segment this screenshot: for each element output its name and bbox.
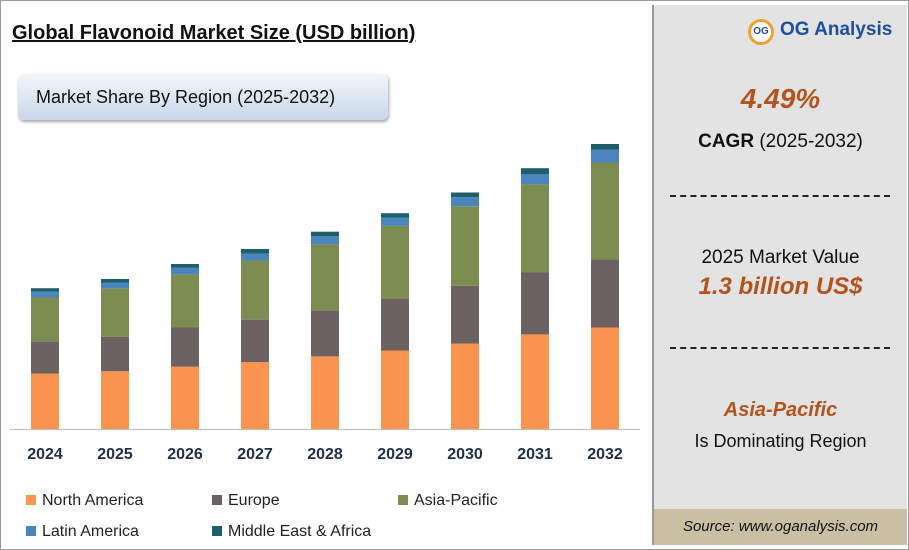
bar-segment-europe-2028[interactable]	[311, 310, 339, 357]
bar-segment-europe-2025[interactable]	[101, 336, 129, 372]
legend-swatch-latin-america	[26, 526, 36, 536]
x-tick-label-2024: 2024	[27, 446, 63, 463]
bar-segment-asia-pacific-2031[interactable]	[521, 184, 549, 273]
cagr-value: 4.49%	[740, 83, 821, 114]
bar-segment-north-america-2032[interactable]	[591, 327, 619, 430]
dominating-region: Asia-Pacific	[723, 399, 838, 421]
bar-segment-latin-america-2030[interactable]	[451, 197, 479, 207]
cagr-label-text: CAGR	[698, 131, 755, 152]
summary-panel: OG OG Analysis 4.49% CAGR (2025-2032) 20…	[652, 5, 907, 545]
bar-segment-north-america-2031[interactable]	[521, 334, 549, 429]
bar-segment-europe-2026[interactable]	[171, 327, 199, 367]
legend-swatch-north-america	[26, 495, 36, 505]
bar-segment-latin-america-2024[interactable]	[31, 291, 59, 298]
bar-segment-north-america-2025[interactable]	[101, 371, 129, 429]
legend-swatch-asia-pacific	[398, 495, 408, 505]
bar-segment-europe-2032[interactable]	[591, 259, 619, 328]
legend-middle-east-africa: Middle East & Africa	[212, 523, 371, 541]
logo-icon: OG	[748, 19, 774, 45]
bar-segment-asia-pacific-2030[interactable]	[451, 206, 479, 286]
divider-top	[670, 195, 890, 197]
bar-segment-north-america-2027[interactable]	[241, 362, 269, 429]
market-value: 1.3 billion US$	[698, 273, 863, 300]
bar-segment-asia-pacific-2032[interactable]	[591, 162, 619, 260]
bar-segment-middle-east-africa-2026[interactable]	[171, 264, 199, 268]
x-tick-label-2028: 2028	[307, 446, 343, 463]
bar-segment-middle-east-africa-2025[interactable]	[101, 279, 129, 283]
legend-label-asia-pacific: Asia-Pacific	[414, 492, 498, 509]
bar-segment-latin-america-2032[interactable]	[591, 149, 619, 163]
bar-segment-latin-america-2029[interactable]	[381, 217, 409, 226]
bar-segment-europe-2031[interactable]	[521, 272, 549, 335]
x-tick-label-2025: 2025	[97, 446, 133, 463]
legend-latin-america: Latin America	[26, 523, 139, 541]
bar-segment-middle-east-africa-2030[interactable]	[451, 192, 479, 198]
bar-segment-asia-pacific-2029[interactable]	[381, 225, 409, 299]
bar-segment-asia-pacific-2027[interactable]	[241, 260, 269, 320]
bar-segment-north-america-2030[interactable]	[451, 343, 479, 429]
legend-north-america: North America	[26, 492, 143, 510]
legend-swatch-middle-east-africa	[212, 526, 222, 536]
bar-segment-middle-east-africa-2031[interactable]	[521, 168, 549, 174]
bar-segment-latin-america-2026[interactable]	[171, 267, 199, 275]
legend-asia-pacific: Asia-Pacific	[398, 492, 498, 510]
dominating-region-label: Is Dominating Region	[694, 431, 867, 451]
bar-segment-middle-east-africa-2032[interactable]	[591, 144, 619, 150]
bar-segment-asia-pacific-2028[interactable]	[311, 244, 339, 311]
bar-segment-asia-pacific-2026[interactable]	[171, 274, 199, 328]
legend-label-europe: Europe	[228, 492, 280, 509]
bar-segment-middle-east-africa-2024[interactable]	[31, 288, 59, 292]
bar-segment-asia-pacific-2025[interactable]	[101, 288, 129, 337]
x-tick-label-2027: 2027	[237, 446, 273, 463]
chart-title: Global Flavonoid Market Size (USD billio…	[12, 22, 416, 44]
bar-segment-europe-2029[interactable]	[381, 298, 409, 351]
bar-segment-europe-2024[interactable]	[31, 341, 59, 374]
bar-segment-north-america-2028[interactable]	[311, 356, 339, 429]
chart-subtitle: Market Share By Region (2025-2032)	[18, 74, 388, 120]
bar-segment-latin-america-2028[interactable]	[311, 236, 339, 245]
bar-segment-europe-2030[interactable]	[451, 285, 479, 344]
divider-bottom	[670, 347, 890, 349]
market-value-label: 2025 Market Value	[701, 247, 860, 268]
cagr-period: (2025-2032)	[759, 131, 863, 152]
x-tick-label-2032: 2032	[587, 446, 623, 463]
logo-text: OG Analysis	[780, 19, 893, 40]
stacked-bar-chart: 2024 2025 2026 2027 2028 2029 2030 2031 2032	[10, 144, 640, 463]
bar-segment-north-america-2029[interactable]	[381, 350, 409, 430]
bar-segment-middle-east-africa-2028[interactable]	[311, 231, 339, 237]
bar-segment-latin-america-2025[interactable]	[101, 282, 129, 289]
bar-segment-middle-east-africa-2029[interactable]	[381, 213, 409, 218]
bar-segment-latin-america-2031[interactable]	[521, 174, 549, 185]
source-note[interactable]: Source: www.oganalysis.com	[654, 509, 907, 545]
bar-segment-north-america-2026[interactable]	[171, 366, 199, 429]
x-tick-label-2026: 2026	[167, 446, 203, 463]
bar-segment-latin-america-2027[interactable]	[241, 253, 269, 261]
legend-label-north-america: North America	[42, 492, 144, 509]
legend-label-middle-east-africa: Middle East & Africa	[228, 523, 372, 540]
bar-segment-asia-pacific-2024[interactable]	[31, 297, 59, 342]
x-tick-label-2029: 2029	[377, 446, 413, 463]
cagr-label: CAGR (2025-2032)	[654, 131, 907, 153]
bar-segment-middle-east-africa-2027[interactable]	[241, 249, 269, 254]
bar-segment-europe-2027[interactable]	[241, 319, 269, 363]
x-tick-label-2030: 2030	[447, 446, 483, 463]
legend-swatch-europe	[212, 495, 222, 505]
legend-label-latin-america: Latin America	[42, 523, 139, 540]
legend-europe: Europe	[212, 492, 280, 510]
bar-segment-north-america-2024[interactable]	[31, 373, 59, 429]
x-tick-label-2031: 2031	[517, 446, 553, 463]
